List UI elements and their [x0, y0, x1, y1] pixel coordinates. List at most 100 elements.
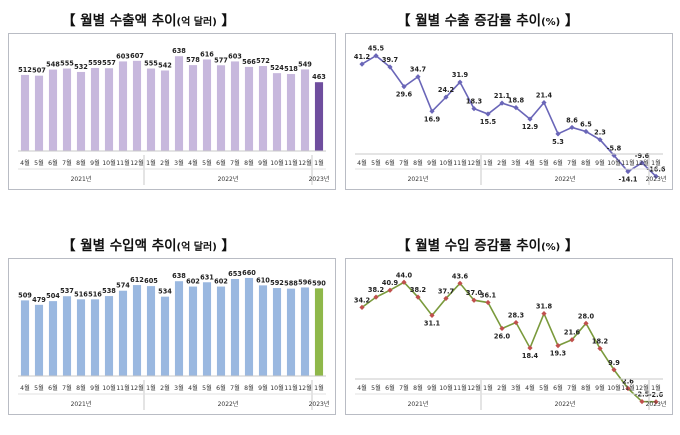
line-data-label: 38.2	[410, 286, 427, 294]
bar	[48, 69, 58, 151]
line-data-label: 5.3	[552, 138, 564, 146]
bar	[160, 296, 170, 376]
line-data-label: 31.1	[424, 319, 441, 327]
bar	[174, 281, 184, 376]
year-label: 2022년	[218, 175, 239, 183]
line-data-label: 19.3	[550, 350, 567, 358]
month-tick-label: 10월	[607, 384, 621, 392]
month-tick-label: 7월	[230, 159, 240, 167]
month-tick-label: 7월	[62, 159, 72, 167]
line-data-label: 29.6	[396, 91, 413, 99]
line-data-label: 43.6	[452, 272, 469, 280]
line-data-label: -9.6	[635, 152, 650, 160]
line-data-label: 34.7	[410, 66, 427, 74]
month-tick-label: 9월	[258, 159, 268, 167]
bar-data-label: 588	[284, 280, 298, 288]
month-tick-label: 1월	[146, 159, 156, 167]
month-tick-label: 5월	[34, 384, 44, 392]
month-tick-label: 11월	[621, 159, 635, 167]
bar	[300, 69, 310, 151]
bar-data-label: 590	[312, 279, 326, 287]
month-tick-label: 5월	[371, 384, 381, 392]
bar-data-label: 538	[102, 287, 116, 295]
bar-data-label: 596	[298, 278, 312, 286]
line-data-label: -2.5	[635, 391, 650, 399]
data-point	[401, 84, 407, 90]
bar	[314, 288, 324, 376]
bar-data-label: 602	[186, 278, 200, 286]
bar	[48, 301, 58, 376]
data-point	[541, 99, 547, 106]
line-data-label: 34.2	[354, 296, 371, 304]
year-label: 2021년	[71, 175, 92, 183]
data-point	[359, 61, 365, 67]
month-tick-label: 11월	[116, 159, 130, 167]
bar-data-label: 603	[228, 52, 242, 60]
month-tick-label: 4월	[188, 384, 198, 392]
month-tick-label: 7월	[567, 384, 577, 392]
year-label: 2022년	[218, 400, 239, 408]
month-tick-label: 5월	[539, 384, 549, 392]
bar	[300, 287, 310, 376]
month-tick-label: 6월	[48, 159, 58, 167]
line-data-label: 40.9	[382, 279, 399, 287]
month-tick-label: 6월	[553, 159, 563, 167]
line-data-label: 21.6	[564, 329, 581, 337]
line-data-label: 41.2	[354, 53, 371, 61]
bar-data-label: 559	[88, 59, 102, 67]
data-point	[429, 108, 435, 114]
data-point	[485, 299, 491, 306]
data-point	[485, 111, 491, 117]
bar-data-label: 602	[214, 278, 228, 286]
bar	[90, 67, 100, 151]
month-tick-label: 3월	[511, 159, 521, 167]
month-tick-label: 9월	[258, 384, 268, 392]
data-point	[541, 310, 547, 317]
title-bracket-open: 【	[397, 238, 416, 254]
month-tick-label: 7월	[399, 159, 409, 167]
month-tick-label: 1월	[483, 384, 493, 392]
bar-data-label: 516	[88, 290, 102, 298]
data-point	[401, 279, 407, 285]
month-tick-label: 3월	[174, 159, 184, 167]
month-tick-label: 1월	[314, 159, 324, 167]
line-data-label: -5.8	[607, 144, 622, 152]
month-tick-label: 9월	[595, 384, 605, 392]
line-data-label: 36.1	[480, 292, 497, 300]
month-tick-label: 5월	[539, 159, 549, 167]
data-point	[653, 173, 659, 179]
bar	[104, 68, 114, 151]
line-data-label: 8.6	[566, 116, 578, 124]
month-tick-label: 12월	[130, 384, 144, 392]
data-point	[373, 294, 379, 300]
month-tick-label: 10월	[607, 159, 621, 167]
bar	[258, 285, 268, 376]
bar-data-label: 532	[74, 63, 88, 71]
panel-title-import-growth: 【 월별 수입 증감률 추이(%) 】	[397, 234, 578, 254]
title-bracket-open: 【	[62, 238, 81, 254]
month-tick-label: 11월	[284, 159, 298, 167]
year-label: 2023년	[646, 400, 667, 408]
line-data-label: 18.8	[508, 97, 525, 105]
month-tick-label: 4월	[525, 384, 535, 392]
month-tick-label: 12월	[298, 384, 312, 392]
bar-data-label: 605	[144, 277, 158, 285]
month-tick-label: 1월	[314, 384, 324, 392]
bar	[230, 278, 240, 376]
series-line	[361, 54, 657, 177]
bar	[202, 59, 212, 152]
bar-data-label: 504	[46, 292, 60, 300]
bar	[160, 70, 170, 151]
bar	[188, 286, 198, 376]
line-data-label: 37.0	[466, 289, 483, 297]
bar	[244, 277, 254, 376]
title-text: 월별 수입액 추이	[80, 238, 177, 254]
year-label: 2022년	[555, 400, 576, 408]
data-point	[457, 79, 463, 85]
data-point	[639, 160, 645, 166]
month-tick-label: 6월	[553, 384, 563, 392]
bar	[230, 61, 240, 151]
line-data-label: 2.6	[622, 377, 634, 385]
line-data-label: -14.1	[618, 176, 637, 184]
